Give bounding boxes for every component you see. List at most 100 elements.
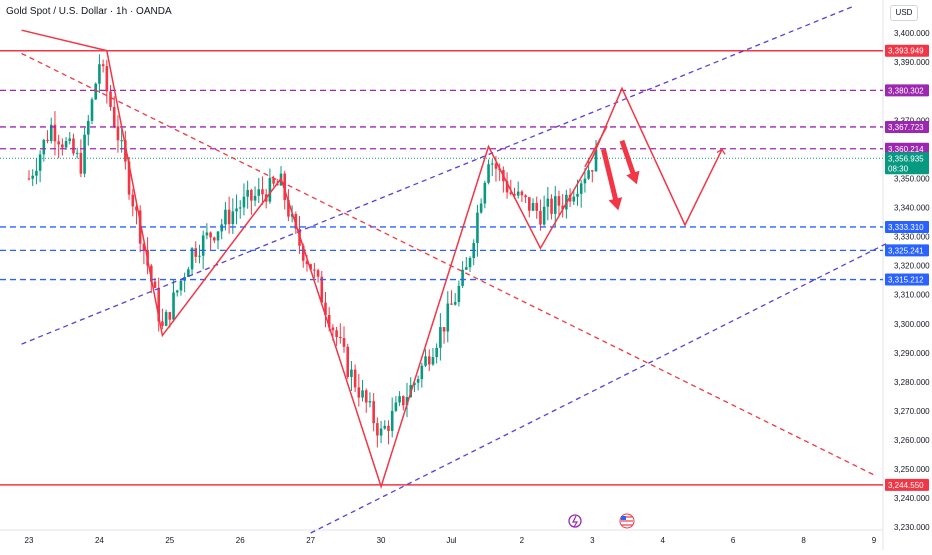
down-arrow-icon[interactable] (601, 148, 623, 211)
candle-body (390, 410, 394, 431)
candle-body (149, 265, 153, 282)
candle-body (27, 178, 31, 180)
candle-body (127, 161, 131, 195)
candle-body (561, 205, 564, 210)
candle-body (116, 126, 120, 141)
candle-body (94, 83, 98, 100)
candle-body (42, 139, 46, 155)
candle-body (161, 321, 164, 326)
candle-body (587, 170, 590, 179)
level-badge-label: 3,325.241 (888, 246, 924, 255)
candle-body (576, 193, 579, 197)
candle-body (305, 260, 309, 265)
y-tick-label: 3,330.000 (894, 233, 930, 242)
candle-body (131, 194, 135, 207)
candle-body (198, 255, 201, 257)
candle-body (250, 189, 253, 201)
candle-body (379, 428, 383, 436)
candle-body (468, 257, 472, 268)
level-badge-label: 3,380.302 (888, 86, 924, 95)
candle-body (287, 199, 290, 217)
candle-body (109, 91, 112, 107)
candle-body (324, 302, 327, 315)
candle-body (394, 402, 398, 411)
candle-body (46, 139, 49, 142)
down-arrow-icon[interactable] (619, 139, 640, 185)
trend-line[interactable] (21, 52, 875, 476)
candle-body (120, 140, 123, 142)
candle-body (157, 287, 161, 322)
candle-body (528, 197, 531, 211)
candle-body (294, 214, 298, 229)
candle-body (201, 235, 205, 256)
candle-body (342, 338, 346, 347)
candle-body (350, 369, 353, 377)
candle-body (505, 181, 509, 193)
level-badge (885, 120, 929, 133)
level-badge (885, 44, 929, 57)
candle-body (209, 232, 212, 238)
candle-body (402, 396, 405, 406)
candle-body (235, 208, 238, 212)
candle-body (550, 198, 553, 214)
candle-body (61, 144, 64, 148)
zigzag-segment[interactable] (584, 125, 608, 168)
candle-body (457, 285, 461, 303)
candle-body (453, 302, 457, 305)
y-tick-label: 3,270.000 (894, 407, 930, 416)
candle-body (172, 292, 175, 320)
y-tick-label: 3,230.000 (894, 523, 930, 532)
candle-body (553, 196, 557, 214)
candle-body (516, 191, 520, 196)
candle-body (320, 276, 324, 303)
trend-line[interactable] (21, 6, 852, 345)
candle-body (272, 178, 275, 184)
x-tick-label: 2 (520, 536, 525, 545)
candle-body (465, 267, 468, 270)
candle-body (446, 303, 450, 332)
candle-body (383, 425, 387, 429)
candle-body (290, 214, 294, 217)
x-tick-label: 8 (801, 536, 806, 545)
candle-body (594, 149, 598, 172)
candle-body (216, 231, 220, 241)
candle-body (64, 141, 68, 148)
candle-body (49, 124, 53, 142)
y-tick-label: 3,370.000 (894, 116, 930, 125)
candle-body (368, 401, 372, 403)
lightning-icon[interactable] (568, 514, 582, 528)
currency-button[interactable]: USD (890, 5, 918, 21)
candle-body (31, 175, 35, 179)
x-tick-label: 24 (95, 536, 104, 545)
y-tick-label: 3,290.000 (894, 349, 930, 358)
candle-body (331, 327, 335, 331)
candle-body (224, 209, 227, 225)
candle-body (439, 327, 442, 348)
lightning-glyph (572, 515, 579, 528)
level-badge (885, 84, 929, 97)
level-badge-label: 3,333.310 (888, 223, 924, 232)
candle-body (479, 203, 483, 213)
x-tick-label: Jul (446, 536, 456, 545)
x-tick-label: 26 (236, 536, 245, 545)
candle-body (490, 163, 494, 165)
candle-body (86, 120, 90, 135)
trend-line[interactable] (310, 241, 890, 534)
candle-body (420, 365, 424, 380)
y-tick-label: 3,250.000 (894, 465, 930, 474)
candle-body (164, 312, 168, 326)
zigzag-projection[interactable] (21, 29, 723, 489)
x-tick-label: 30 (377, 536, 386, 545)
candle-body (38, 154, 42, 171)
candle-body (524, 195, 527, 198)
candle-body (361, 390, 364, 398)
x-tick-label: 3 (590, 536, 595, 545)
candle-body (112, 106, 116, 127)
y-tick-label: 3,310.000 (894, 291, 930, 300)
y-tick-label: 3,300.000 (894, 320, 930, 329)
candle-body (450, 303, 453, 305)
countdown-label: 08:30 (888, 164, 909, 173)
candle-body (572, 196, 576, 202)
